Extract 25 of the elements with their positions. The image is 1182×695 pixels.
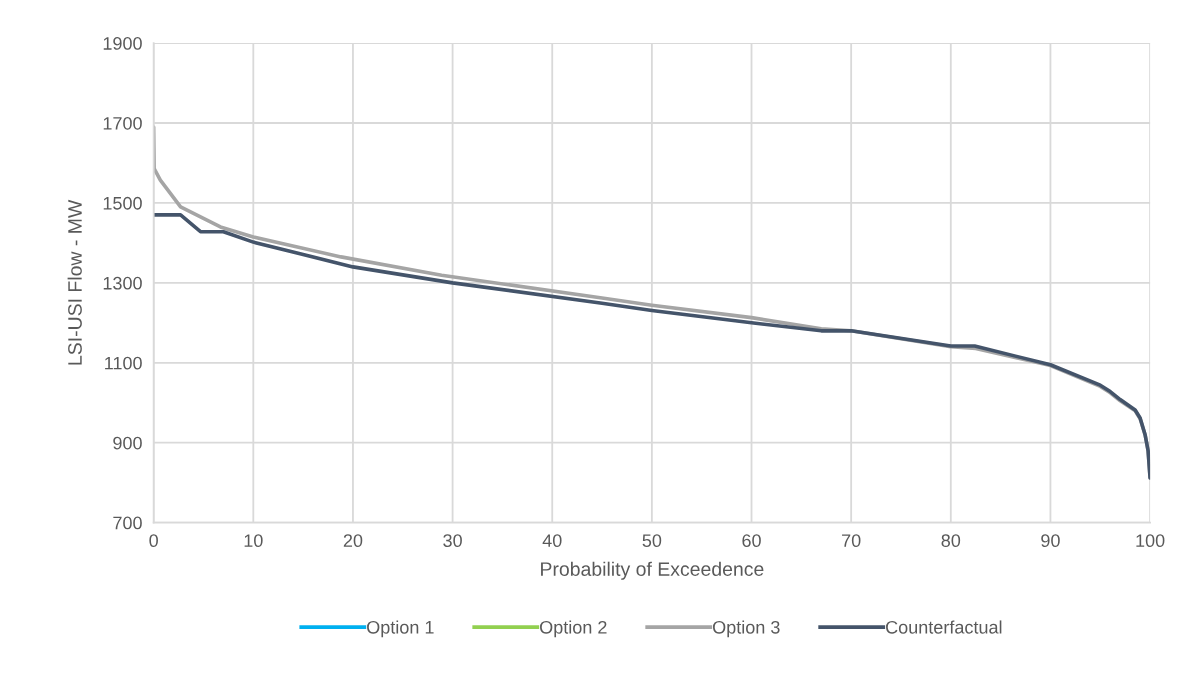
x-tick-label: 20 [343, 534, 363, 548]
y-tick-label: 1900 [103, 37, 142, 50]
x-tick-label: 70 [842, 534, 861, 548]
y-tick-label: 900 [113, 436, 142, 450]
legend-label: Option 2 [540, 620, 607, 638]
legend-label: Counterfactual [886, 620, 1002, 634]
x-tick-label: 40 [542, 534, 562, 548]
x-tick-label: 90 [1041, 534, 1060, 548]
line-series [153, 213, 1151, 480]
x-tick-label: 60 [742, 534, 761, 548]
y-tick-label: 1500 [103, 196, 142, 210]
y-tick-label: 1700 [103, 116, 142, 130]
y-axis-title: LSI-USI Flow - MW [67, 199, 82, 365]
x-tick-label: 50 [642, 534, 662, 548]
x-axis-title: Probability of Exceedence [541, 561, 764, 580]
y-tick-label: 1300 [103, 276, 142, 290]
x-tick-label: 30 [443, 534, 462, 548]
y-tick-label: 1100 [105, 356, 142, 370]
x-tick-label: 0 [149, 534, 158, 548]
legend-label: Option 1 [367, 620, 434, 638]
x-tick-label: 10 [244, 534, 263, 548]
legend-label: Option 3 [713, 620, 780, 638]
y-tick-label: 700 [113, 516, 142, 530]
x-tick-label: 80 [941, 534, 961, 548]
x-tick-label: 100 [1136, 534, 1165, 548]
